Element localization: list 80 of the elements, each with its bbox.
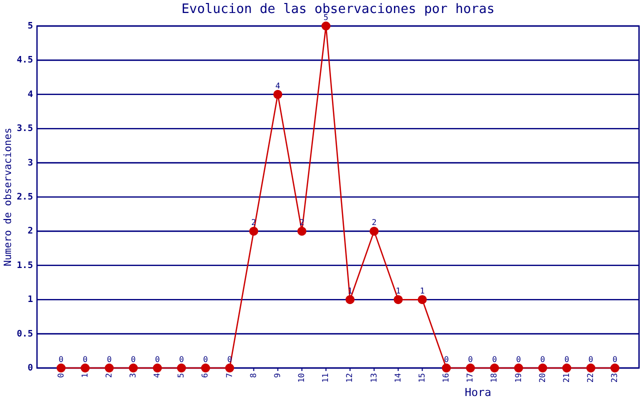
point [201, 364, 210, 372]
x-tick-label: 3 [128, 372, 138, 378]
point [321, 22, 330, 30]
data-label: 0 [106, 355, 112, 364]
x-tick-label: 7 [224, 372, 234, 378]
point [370, 226, 379, 236]
data-label: 2 [372, 218, 377, 228]
data-label: 0 [564, 355, 570, 364]
point [56, 364, 66, 372]
point [466, 364, 475, 372]
x-tick-label: 22 [586, 372, 596, 383]
y-tick-label: 5 [28, 21, 33, 32]
x-axis-title: Hora [464, 386, 492, 399]
x-tick-label: 16 [442, 372, 451, 383]
point [128, 364, 138, 372]
x-tick-label: 13 [369, 372, 378, 383]
data-label: 0 [179, 355, 184, 364]
data-label: 0 [154, 355, 160, 364]
point [514, 364, 524, 372]
y-axis-title: Numero de observaciones [3, 128, 14, 266]
point [586, 364, 596, 372]
y-tick-label: 3 [28, 158, 33, 168]
x-tick-label: 14 [393, 372, 402, 383]
point [152, 364, 162, 372]
data-label: 0 [130, 355, 136, 364]
data-label: 0 [516, 355, 522, 364]
data-label: 1 [420, 286, 425, 296]
y-tick-label: 3.5 [16, 124, 33, 134]
data-label: 0 [444, 355, 449, 364]
data-label: 0 [492, 355, 498, 364]
x-tick-label: 2 [104, 372, 114, 378]
x-tick-label: 8 [248, 372, 258, 378]
x-tick-label: 11 [321, 372, 330, 383]
x-tick-label: 20 [538, 372, 547, 383]
x-tick-label: 0 [56, 372, 66, 378]
x-tick-label: 18 [490, 372, 499, 383]
data-label: 0 [612, 355, 618, 364]
point [104, 364, 114, 372]
point [394, 295, 403, 304]
point [418, 295, 427, 304]
y-tick-label: 4 [28, 90, 34, 100]
data-label: 0 [468, 355, 474, 364]
y-tick-label: 2 [28, 226, 33, 237]
y-tick-label: 2.5 [16, 192, 33, 202]
point [297, 226, 306, 236]
data-label: 4 [275, 81, 280, 90]
y-tick-label: 0.5 [16, 329, 33, 340]
y-tick-label: 1 [28, 295, 33, 306]
point [442, 364, 451, 372]
data-label: 5 [324, 13, 329, 22]
point [346, 295, 355, 304]
x-tick-label: 12 [345, 372, 354, 383]
data-label: 0 [82, 355, 88, 364]
point [538, 364, 548, 372]
x-tick-label: 21 [562, 372, 571, 383]
x-tick-label: 4 [152, 372, 162, 378]
data-label: 0 [58, 355, 64, 364]
data-label: 0 [203, 355, 208, 364]
point [490, 364, 500, 372]
x-tick-label: 9 [272, 372, 282, 378]
data-label: 0 [540, 355, 546, 364]
x-tick-label: 6 [200, 372, 210, 378]
point [610, 364, 620, 372]
x-tick-label: 19 [514, 372, 523, 383]
x-tick-label: 5 [176, 372, 186, 378]
point [176, 364, 186, 372]
data-label: 1 [396, 286, 401, 296]
point [80, 364, 90, 372]
x-tick-label: 1 [80, 372, 90, 378]
point [273, 90, 282, 99]
x-tick-label: 17 [466, 372, 475, 383]
x-tick-label: 10 [297, 372, 306, 383]
point [249, 226, 258, 236]
point [562, 364, 572, 372]
y-tick-label: 1.5 [16, 260, 33, 271]
data-label: 0 [588, 355, 594, 364]
point [225, 364, 234, 372]
y-tick-label: 4.5 [16, 56, 33, 66]
x-tick-label: 15 [417, 372, 426, 383]
x-tick-label: 23 [610, 372, 620, 383]
